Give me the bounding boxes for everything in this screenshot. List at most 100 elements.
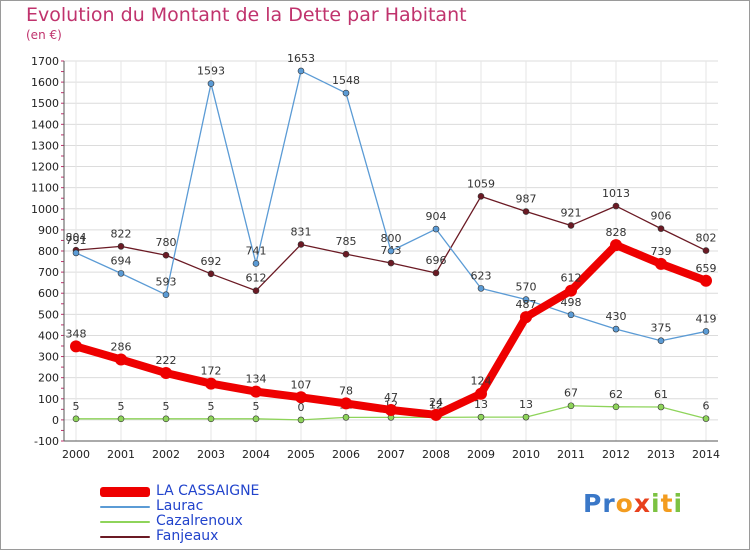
- y-tick-label: 400: [38, 329, 59, 342]
- data-label: 780: [156, 236, 177, 249]
- legend-label: Laurac: [156, 498, 204, 514]
- data-point: [162, 251, 170, 259]
- data-label: 286: [111, 341, 132, 354]
- data-label: 5: [73, 400, 80, 413]
- data-label: 696: [426, 254, 447, 267]
- x-tick-label: 2011: [557, 448, 585, 461]
- data-point: [702, 415, 710, 422]
- legend-label: Fanjeaux: [156, 528, 219, 544]
- data-point: [610, 239, 622, 252]
- x-tick-label: 2014: [692, 448, 720, 461]
- data-label: 134: [246, 373, 267, 386]
- data-label: 222: [156, 354, 177, 367]
- data-point: [117, 270, 125, 277]
- proxiti-logo: Proxiti: [583, 489, 683, 518]
- data-point: [205, 377, 217, 390]
- data-label: 61: [654, 388, 668, 401]
- data-label: 800: [381, 232, 402, 245]
- data-label: 5: [118, 400, 125, 413]
- data-label: 785: [336, 235, 357, 248]
- data-point: [432, 269, 440, 277]
- data-label: 13: [474, 398, 488, 411]
- y-tick-label: 1000: [31, 203, 59, 216]
- data-point: [612, 325, 620, 333]
- y-tick-label: 1500: [31, 97, 59, 110]
- data-label: 987: [516, 193, 537, 206]
- x-tick-label: 2006: [332, 448, 360, 461]
- data-point: [567, 222, 575, 229]
- data-label: 5: [163, 400, 170, 413]
- legend-label: LA CASSAIGNE: [156, 483, 260, 499]
- x-tick-label: 2012: [602, 448, 630, 461]
- data-point: [162, 291, 170, 299]
- data-point: [297, 416, 305, 424]
- data-point: [477, 285, 485, 292]
- data-point: [522, 208, 530, 215]
- data-label: 419: [696, 312, 717, 325]
- data-point: [252, 287, 260, 294]
- data-point: [297, 67, 305, 75]
- x-tick-label: 2009: [467, 448, 495, 461]
- data-point: [702, 247, 710, 254]
- x-tick-label: 2008: [422, 448, 450, 461]
- data-point: [72, 249, 80, 257]
- data-label: 12: [429, 398, 443, 411]
- data-label: 906: [651, 210, 672, 223]
- data-point: [477, 193, 485, 200]
- data-point: [567, 311, 575, 319]
- y-tick-label: 800: [38, 245, 59, 258]
- data-point: [657, 337, 665, 345]
- legend-swatch: [100, 521, 150, 523]
- data-label: 5: [208, 400, 215, 413]
- data-point: [387, 259, 395, 267]
- x-tick-label: 2003: [197, 448, 225, 461]
- data-point: [430, 408, 442, 421]
- data-point: [612, 403, 620, 411]
- legend-label: Cazalrenoux: [156, 513, 243, 529]
- data-label: 1013: [602, 187, 630, 200]
- y-tick-label: 500: [38, 308, 59, 321]
- y-tick-label: -100: [34, 435, 59, 448]
- data-label: 47: [384, 391, 398, 404]
- data-point: [700, 274, 712, 287]
- data-label: 659: [696, 262, 717, 275]
- data-label: 430: [606, 310, 627, 323]
- y-tick-label: 700: [38, 266, 59, 279]
- data-point: [657, 225, 665, 232]
- y-tick-label: 200: [38, 372, 59, 385]
- data-label: 741: [246, 244, 267, 257]
- data-label: 498: [561, 296, 582, 309]
- data-label: 694: [111, 254, 132, 267]
- data-point: [565, 284, 577, 297]
- data-label: 1653: [287, 52, 315, 65]
- data-label: 13: [519, 398, 533, 411]
- data-label: 904: [426, 210, 447, 223]
- data-label: 804: [66, 231, 87, 244]
- data-point: [297, 241, 305, 248]
- y-tick-label: 1400: [31, 118, 59, 131]
- data-point: [477, 413, 485, 421]
- y-tick-label: 600: [38, 287, 59, 300]
- data-point: [342, 89, 350, 97]
- data-label: 62: [609, 388, 623, 401]
- data-point: [387, 247, 395, 255]
- logo-letter: o: [615, 489, 634, 518]
- data-label: 1593: [197, 65, 225, 78]
- data-point: [612, 202, 620, 210]
- data-point: [252, 260, 260, 267]
- y-unit-label: (en €): [26, 28, 62, 42]
- data-label: 822: [111, 227, 132, 240]
- data-point: [567, 402, 575, 410]
- data-point: [207, 80, 215, 87]
- data-label: 570: [516, 281, 537, 294]
- logo-letter: i: [651, 489, 661, 518]
- data-label: 24: [429, 396, 443, 409]
- data-point: [657, 403, 665, 411]
- data-label: 375: [651, 322, 672, 335]
- data-point: [70, 340, 82, 353]
- data-label: 107: [291, 378, 312, 391]
- chart-title: Evolution du Montant de la Dette par Hab…: [26, 4, 467, 26]
- data-label: 172: [201, 365, 222, 378]
- data-label: 0: [298, 401, 305, 414]
